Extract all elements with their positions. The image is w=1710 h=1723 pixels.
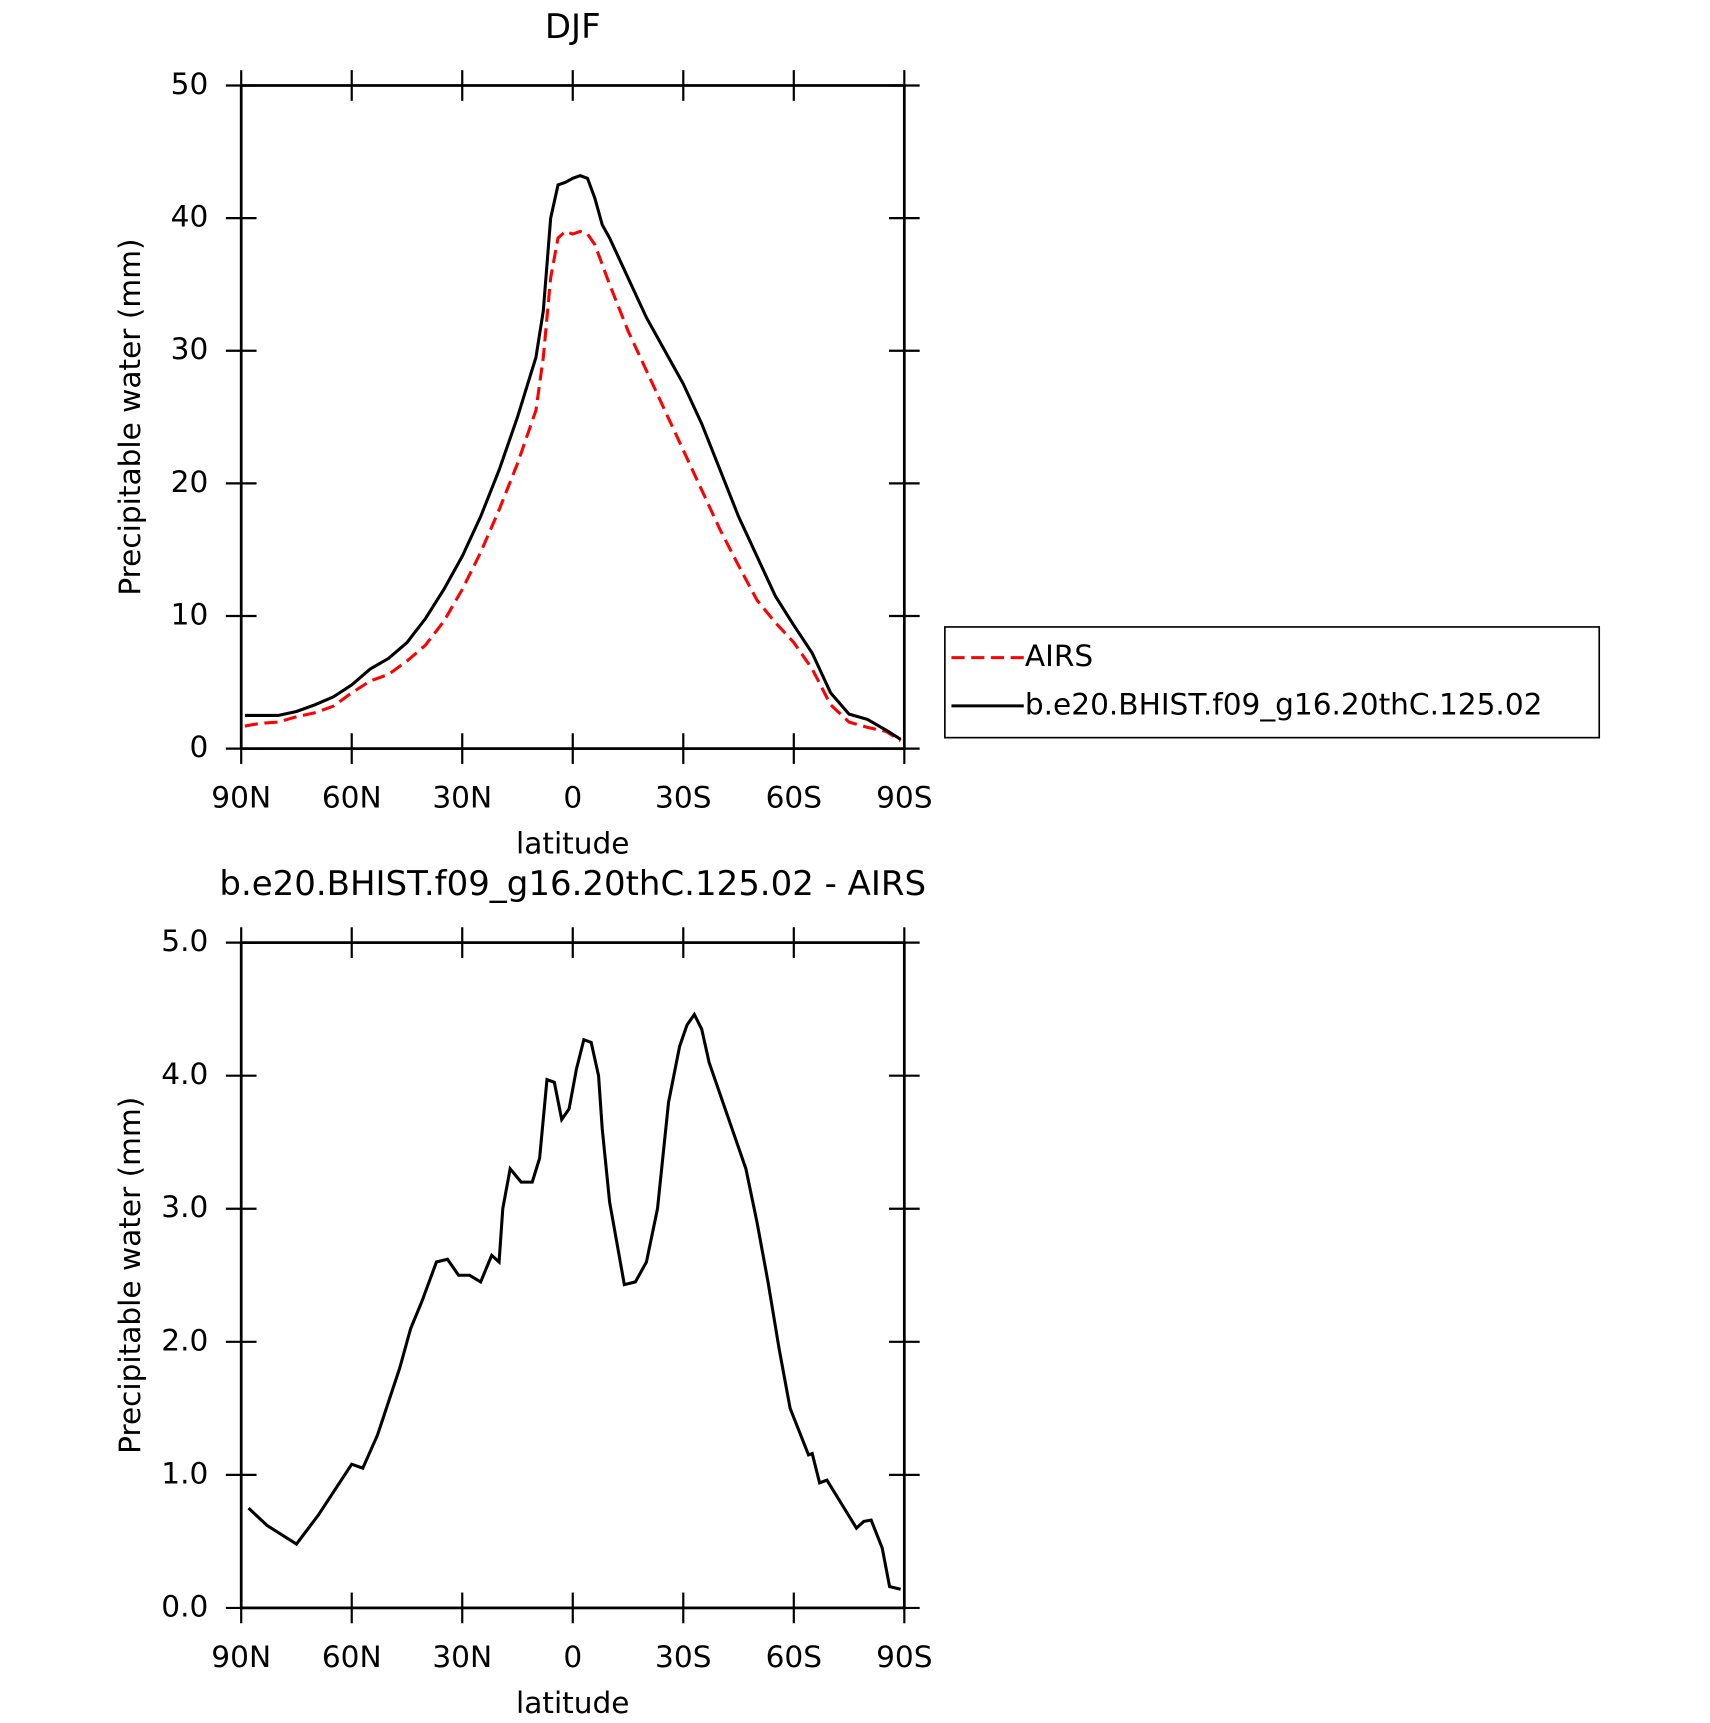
data-line [244, 229, 902, 742]
x-tick-label: 30S [655, 781, 711, 815]
y-tick-label: 10 [171, 597, 209, 631]
x-tick-label: 0 [563, 1640, 582, 1674]
y-tick-label: 2.0 [161, 1323, 208, 1357]
x-tick-label: 90N [211, 1640, 271, 1674]
y-tick-label: 4.0 [161, 1057, 208, 1091]
x-tick-label: 90N [211, 781, 271, 815]
y-tick-label: 20 [171, 465, 209, 499]
legend-box [944, 626, 1601, 739]
x-tick-label: 30S [655, 1640, 711, 1674]
y-axis-label: Precipitable water (mm) [113, 238, 147, 595]
x-tick-label: 60S [766, 781, 822, 815]
x-axis-label: latitude [516, 827, 629, 861]
plot-frame [239, 941, 906, 1610]
y-tick-label: 30 [171, 332, 209, 366]
plot-frame [239, 84, 906, 750]
y-tick-label: 0 [189, 730, 208, 764]
x-tick-label: 0 [563, 781, 582, 815]
y-axis-label: Precipitable water (mm) [113, 1097, 147, 1454]
chart-title: DJF [545, 7, 601, 47]
x-tick-label: 90S [876, 781, 932, 815]
data-line [244, 174, 902, 741]
y-tick-label: 3.0 [161, 1190, 208, 1224]
x-tick-label: 90S [876, 1640, 932, 1674]
legend-label: b.e20.BHIST.f09_g16.20thC.125.02 [1025, 687, 1543, 721]
x-tick-label: 30N [432, 1640, 492, 1674]
legend-label: AIRS [1025, 639, 1093, 673]
x-axis-label: latitude [516, 1686, 629, 1720]
x-tick-label: 30N [432, 781, 492, 815]
data-line [247, 1011, 901, 1591]
y-tick-label: 1.0 [161, 1456, 208, 1490]
chart-title: b.e20.BHIST.f09_g16.20thC.125.02 - AIRS [219, 864, 926, 904]
x-tick-label: 60S [766, 1640, 822, 1674]
y-tick-label: 0.0 [161, 1589, 208, 1623]
y-tick-label: 50 [171, 67, 209, 101]
x-tick-label: 60N [322, 1640, 382, 1674]
x-tick-label: 60N [322, 781, 382, 815]
y-tick-label: 40 [171, 200, 209, 234]
y-tick-label: 5.0 [161, 924, 208, 958]
